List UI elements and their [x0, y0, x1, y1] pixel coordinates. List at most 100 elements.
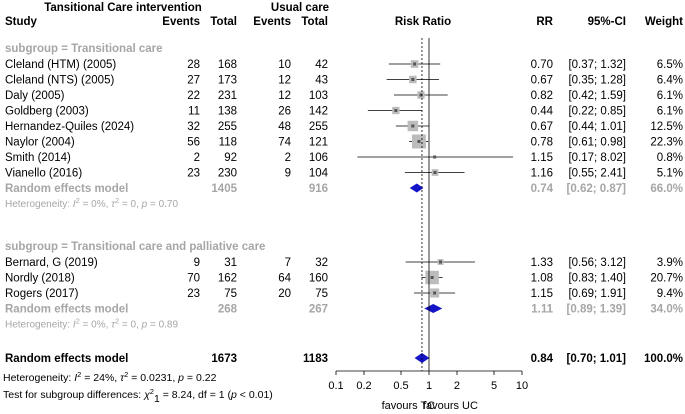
header-weight: Weight [645, 16, 683, 28]
study-weight: 0.8% [657, 152, 683, 164]
overall-heterogeneity: Heterogeneity: I2 = 24%, τ2 = 0.0231, p … [3, 370, 217, 384]
study-weight: 22.3% [650, 137, 683, 149]
label-favours-tc: favours TC [382, 400, 436, 412]
subgroup-summary-weight: 66.0% [650, 183, 683, 195]
study-point-estimate [394, 109, 398, 112]
study-name: Nordly (2018) [5, 273, 75, 285]
subgroup-summary-total-tc: 1405 [211, 183, 237, 195]
subgroup-summary-diamond [409, 183, 424, 193]
study-point-estimate [411, 78, 415, 81]
study-point-estimate [411, 124, 415, 128]
overall-ci: [0.70; 1.01] [567, 353, 627, 365]
study-ci: [0.35; 1.28] [568, 75, 626, 87]
subgroup-heterogeneity: Heterogeneity: I2 = 0%, τ2 = 0, p = 0.70 [5, 196, 178, 210]
subgroup-summary-ci: [0.62; 0.87] [567, 183, 627, 195]
study-events-uc: 64 [278, 273, 291, 285]
study-events-uc: 9 [285, 168, 291, 180]
header-events-uc: Events [253, 16, 291, 28]
overall-weight: 100.0% [644, 353, 683, 365]
study-total-tc: 230 [218, 168, 237, 180]
study-ci: [0.56; 3.12] [568, 257, 626, 269]
study-events-uc: 26 [278, 106, 291, 118]
study-total-tc: 138 [218, 106, 237, 118]
study-point-estimate [417, 140, 421, 143]
study-total-uc: 160 [309, 273, 328, 285]
subgroup-summary-total-uc: 267 [309, 304, 328, 316]
study-events-tc: 23 [187, 168, 200, 180]
overall-total-uc: 1183 [303, 353, 328, 365]
study-point-estimate [433, 291, 437, 295]
study-total-uc: 75 [315, 288, 328, 300]
subgroup-heterogeneity: Heterogeneity: I2 = 0%, τ2 = 0, p = 0.89 [5, 317, 178, 331]
study-rr: 1.15 [531, 288, 553, 300]
header-total-tc: Total [210, 16, 237, 28]
study-total-tc: 31 [224, 257, 237, 269]
study-total-tc: 92 [224, 152, 237, 164]
study-weight: 9.4% [657, 288, 683, 300]
study-ci: [0.17; 8.02] [568, 152, 626, 164]
x-axis-tick-label: 0.2 [356, 380, 371, 392]
study-total-tc: 75 [224, 288, 237, 300]
study-events-uc: 7 [285, 257, 291, 269]
study-events-uc: 74 [278, 137, 291, 149]
study-point-estimate [430, 276, 434, 279]
study-name: Bernard, G (2019) [5, 257, 98, 269]
study-ci: [0.55; 2.41] [568, 168, 626, 180]
x-axis-tick-label: 2 [454, 380, 460, 392]
study-total-tc: 173 [218, 75, 237, 87]
study-events-tc: 56 [187, 137, 200, 149]
study-point-estimate [413, 62, 417, 66]
study-total-uc: 255 [309, 121, 328, 133]
study-rr: 0.67 [531, 75, 553, 87]
study-point-estimate [419, 93, 423, 97]
study-events-tc: 2 [194, 152, 200, 164]
header-study: Study [5, 16, 38, 28]
study-rr: 0.67 [531, 121, 553, 133]
study-rr: 1.16 [531, 168, 553, 180]
study-total-tc: 118 [219, 137, 237, 149]
study-weight: 20.7% [650, 273, 683, 285]
study-name: Cleland (HTM) (2005) [5, 59, 116, 71]
study-total-uc: 121 [309, 137, 328, 149]
study-events-tc: 23 [187, 288, 200, 300]
study-name: Daly (2005) [5, 90, 65, 102]
study-name: Hernandez-Quiles (2024) [5, 121, 134, 133]
study-weight: 6.4% [657, 75, 683, 87]
study-rr: 0.70 [531, 59, 553, 71]
header-risk-ratio: Risk Ratio [395, 16, 451, 28]
header-group-uc: Usual care [271, 2, 329, 14]
subgroup-summary-label: Random effects model [5, 304, 128, 316]
subgroup-summary-total-tc: 268 [218, 304, 238, 316]
study-total-uc: 42 [315, 59, 328, 71]
header-rr: RR [536, 16, 553, 28]
study-point-estimate [433, 155, 437, 159]
study-total-uc: 104 [309, 168, 329, 180]
x-axis-tick-label: 10 [516, 380, 528, 392]
study-weight: 5.1% [657, 168, 683, 180]
study-ci: [0.44; 1.01] [568, 121, 626, 133]
subgroup-summary-diamond [424, 304, 443, 313]
x-axis-tick-label: 1 [426, 380, 432, 392]
study-rr: 0.44 [531, 106, 554, 118]
overall-rr: 0.84 [531, 353, 554, 365]
study-rr: 1.08 [531, 273, 553, 285]
x-axis-tick-label: 0.1 [328, 380, 343, 392]
study-name: Naylor (2004) [5, 137, 75, 149]
subgroup-summary-ci: [0.89; 1.39] [567, 304, 627, 316]
subgroup-summary-rr: 0.74 [531, 183, 554, 195]
study-total-uc: 103 [309, 90, 328, 102]
study-weight: 12.5% [650, 121, 683, 133]
study-ci: [0.22; 0.85] [568, 106, 626, 118]
study-point-estimate [433, 171, 437, 174]
study-ci: [0.83; 1.40] [568, 273, 626, 285]
study-total-tc: 162 [218, 273, 237, 285]
study-events-uc: 12 [278, 90, 291, 102]
study-events-tc: 22 [187, 90, 200, 102]
subgroup-label: subgroup = Transitional care [5, 43, 163, 55]
subgroup-summary-label: Random effects model [5, 183, 128, 195]
study-events-tc: 27 [187, 75, 200, 87]
study-total-tc: 231 [218, 90, 237, 102]
header-group-tc: Tansitional Care intervention [44, 2, 202, 14]
study-rr: 0.78 [531, 137, 553, 149]
